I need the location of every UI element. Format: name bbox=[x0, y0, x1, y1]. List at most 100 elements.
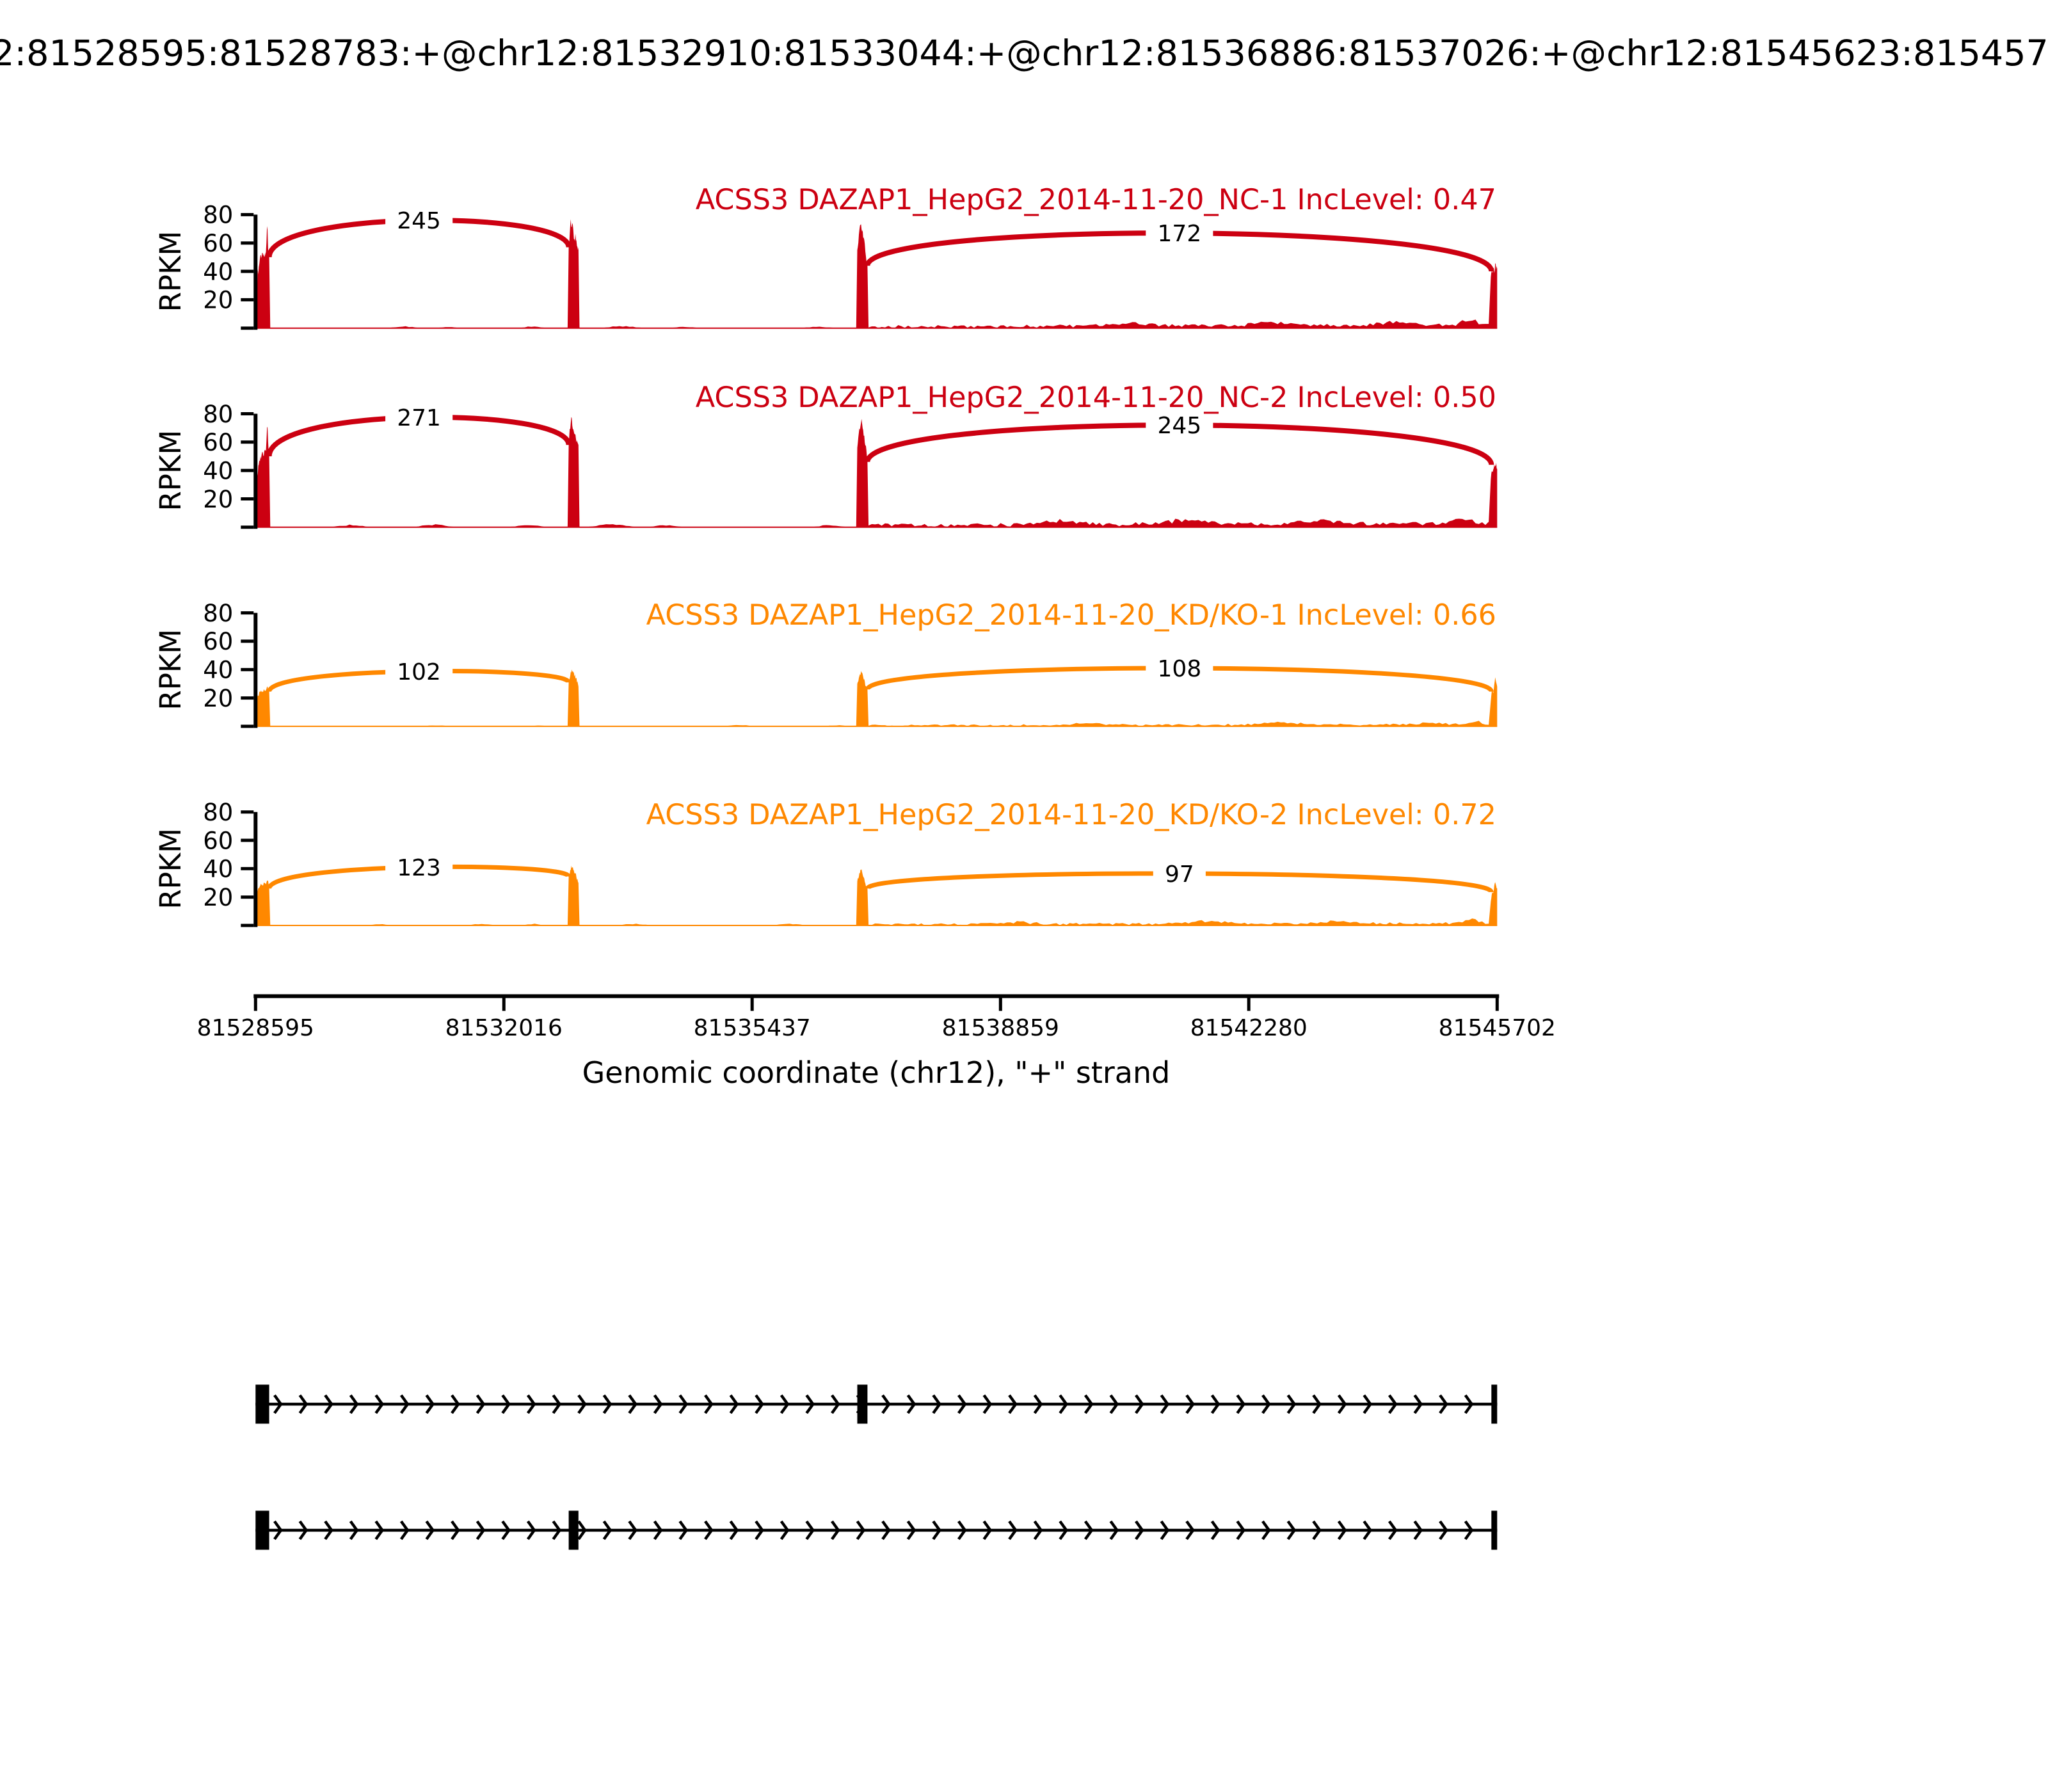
junction-count-label: 97 bbox=[1165, 861, 1194, 888]
x-tick-label: 81545702 bbox=[1439, 1015, 1556, 1041]
intron-arrow-icon bbox=[805, 1394, 815, 1414]
intron-arrow-icon bbox=[1109, 1394, 1119, 1414]
intron-arrow-icon bbox=[780, 1520, 790, 1540]
intron-arrow-icon bbox=[780, 1394, 790, 1414]
intron-arrow-icon bbox=[1084, 1394, 1094, 1414]
intron-arrow-icon bbox=[273, 1520, 283, 1540]
junction-label-box bbox=[385, 648, 453, 694]
junction-label-box bbox=[385, 197, 453, 244]
intron-arrow-icon bbox=[1084, 1520, 1094, 1540]
intron-arrow-icon bbox=[628, 1394, 637, 1414]
x-tick-label: 81535437 bbox=[694, 1015, 811, 1041]
intron-arrow-icon bbox=[1439, 1520, 1448, 1540]
intron-arrow-icon bbox=[653, 1394, 663, 1414]
y-tick-label: 80 bbox=[203, 202, 233, 229]
junction-count-label: 172 bbox=[1158, 221, 1202, 247]
intron-arrow-icon bbox=[1261, 1394, 1271, 1414]
intron-arrow-icon bbox=[374, 1520, 385, 1540]
intron-arrow-icon bbox=[1464, 1520, 1474, 1540]
exon-block bbox=[1491, 1510, 1498, 1550]
x-tick-label: 81538859 bbox=[942, 1015, 1059, 1041]
intron-arrow-icon bbox=[1337, 1394, 1347, 1414]
intron-arrow-icon bbox=[602, 1520, 612, 1540]
intron-arrow-icon bbox=[881, 1394, 891, 1414]
y-tick-label: 60 bbox=[203, 230, 233, 257]
intron-arrow-icon bbox=[577, 1520, 587, 1540]
event-title: chr12:81528595:81528783:+@chr12:81532910… bbox=[0, 33, 2048, 74]
junction-label-box bbox=[1146, 210, 1213, 257]
intron-arrow-icon bbox=[1135, 1394, 1144, 1414]
intron-arrow-icon bbox=[1059, 1394, 1068, 1414]
intron-arrow-icon bbox=[399, 1394, 410, 1414]
intron-arrow-icon bbox=[957, 1394, 967, 1414]
y-tick-label: 40 bbox=[203, 258, 233, 285]
intron-arrow-icon bbox=[1008, 1394, 1018, 1414]
intron-arrow-icon bbox=[451, 1520, 460, 1540]
junction-label-box bbox=[385, 394, 453, 440]
intron-arrow-icon bbox=[476, 1394, 486, 1414]
intron-arrow-icon bbox=[1286, 1520, 1297, 1540]
intron-arrow-icon bbox=[932, 1520, 941, 1540]
intron-arrow-icon bbox=[729, 1394, 739, 1414]
intron-arrow-icon bbox=[831, 1520, 840, 1540]
y-tick-label: 20 bbox=[203, 685, 233, 712]
intron-arrow-icon bbox=[856, 1520, 866, 1540]
rpkm-axis-label: RPKM bbox=[154, 430, 188, 511]
intron-arrow-icon bbox=[704, 1520, 714, 1540]
junction-label-box bbox=[385, 844, 453, 890]
x-axis-label: Genomic coordinate (chr12), "+" strand bbox=[582, 1055, 1171, 1090]
intron-arrow-icon bbox=[552, 1394, 562, 1414]
intron-arrow-icon bbox=[1135, 1520, 1144, 1540]
exon-block bbox=[1491, 1384, 1498, 1424]
intron-arrow-icon bbox=[298, 1394, 308, 1414]
intron-arrow-icon bbox=[1413, 1520, 1423, 1540]
intron-arrow-icon bbox=[552, 1520, 562, 1540]
junction-label-box bbox=[1146, 645, 1213, 691]
intron-arrow-icon bbox=[501, 1394, 511, 1414]
isoform-diagrams bbox=[255, 1384, 1498, 1550]
intron-arrow-icon bbox=[577, 1394, 587, 1414]
intron-arrow-icon bbox=[451, 1394, 460, 1414]
intron-arrow-icon bbox=[1033, 1520, 1043, 1540]
intron-arrow-icon bbox=[1008, 1520, 1018, 1540]
y-tick-label: 40 bbox=[203, 458, 233, 485]
y-tick-label: 40 bbox=[203, 856, 233, 883]
intron-arrow-icon bbox=[805, 1520, 815, 1540]
exon-block bbox=[857, 1384, 868, 1424]
intron-arrow-icon bbox=[1160, 1394, 1170, 1414]
exon-block bbox=[255, 1510, 269, 1550]
intron-arrow-icon bbox=[425, 1394, 435, 1414]
intron-arrow-icon bbox=[653, 1520, 663, 1540]
rpkm-axis-label: RPKM bbox=[154, 231, 188, 312]
intron-arrow-icon bbox=[1261, 1520, 1271, 1540]
intron-arrow-icon bbox=[982, 1394, 993, 1414]
intron-arrow-icon bbox=[425, 1520, 435, 1540]
y-tick-label: 20 bbox=[203, 486, 233, 513]
rpkm-axis-label: RPKM bbox=[154, 629, 188, 710]
intron-arrow-icon bbox=[678, 1520, 689, 1540]
sample-label: ACSS3 DAZAP1_HepG2_2014-11-20_NC-2 IncLe… bbox=[696, 381, 1496, 414]
intron-arrow-icon bbox=[1109, 1520, 1119, 1540]
intron-arrow-icon bbox=[982, 1520, 993, 1540]
sample-label: ACSS3 DAZAP1_HepG2_2014-11-20_KD/KO-1 In… bbox=[646, 599, 1496, 632]
intron-arrow-icon bbox=[831, 1394, 840, 1414]
isoform-2 bbox=[255, 1510, 1498, 1550]
intron-arrow-icon bbox=[374, 1394, 385, 1414]
intron-arrow-icon bbox=[1413, 1394, 1423, 1414]
intron-arrow-icon bbox=[399, 1520, 410, 1540]
intron-arrow-icon bbox=[1363, 1520, 1373, 1540]
sample-label: ACSS3 DAZAP1_HepG2_2014-11-20_NC-1 IncLe… bbox=[696, 184, 1496, 216]
intron-arrow-icon bbox=[1236, 1520, 1246, 1540]
junction-count-label: 108 bbox=[1158, 656, 1202, 682]
y-tick-label: 80 bbox=[203, 799, 233, 826]
y-tick-label: 20 bbox=[203, 884, 233, 911]
intron-arrow-icon bbox=[602, 1394, 612, 1414]
intron-arrow-icon bbox=[501, 1520, 511, 1540]
intron-arrow-icon bbox=[881, 1520, 891, 1540]
y-tick-label: 80 bbox=[203, 600, 233, 627]
